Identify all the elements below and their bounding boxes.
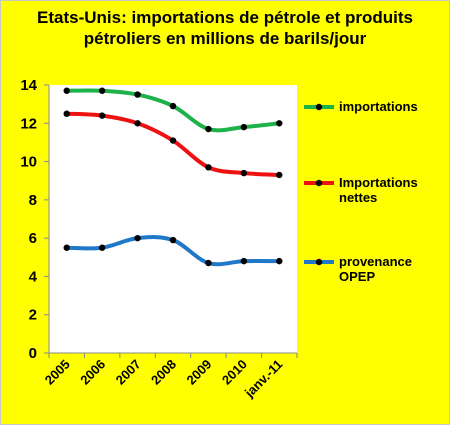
chart-title-line-2: pétroliers en millions de barils/jour [83,29,367,48]
data-point-importations-nettes [169,137,177,144]
legend-item-importations: importations [339,99,418,114]
y-tick-label: 0 [29,345,37,362]
data-point-provenance-opep [240,257,248,265]
data-point-importations [240,123,248,131]
data-point-importations [276,120,283,127]
x-tick-label: 2007 [113,357,144,388]
data-point-importations [98,87,106,94]
x-tick-label: 2009 [183,357,214,388]
y-tick-label: 14 [20,77,37,94]
legend-label-importations-nettes-line-1: Importations [339,175,418,190]
data-point-importations [134,91,141,98]
data-point-importations [205,125,212,133]
data-point-provenance-opep [205,259,212,267]
legend-item-provenance-opep: provenance OPEP [339,254,412,284]
data-point-importations-nettes [205,164,212,171]
data-point-importations-nettes [98,112,106,119]
data-point-provenance-opep [63,244,70,251]
chart-title: Etats-Unis: importations de pétrole et p… [1,7,449,49]
plot-area [49,85,297,353]
data-point-importations [63,87,70,94]
x-tick-label: 2005 [42,357,73,388]
data-point-provenance-opep [98,244,106,251]
data-point-importations-nettes [276,171,283,179]
data-point-provenance-opep [169,236,177,244]
y-tick-label: 6 [29,230,37,247]
legend-label-importations-nettes-line-2: nettes [339,190,378,205]
y-tick-label: 2 [29,307,37,324]
legend-label-provenance-opep-line-2: OPEP [339,269,376,284]
x-tick-label: janv.-11 [241,357,285,401]
data-point-provenance-opep [134,234,141,242]
chart-title-line-1: Etats-Unis: importations de pétrole et p… [37,8,413,27]
legend-label-importations: importations [339,99,418,114]
y-tick-label: 10 [20,154,37,171]
legend-marker-provenance-opep [315,258,323,266]
y-tick-label: 4 [29,268,38,285]
x-tick-label: 2008 [148,357,179,388]
y-tick-label: 12 [20,115,37,132]
data-point-importations [169,102,177,110]
legend-item-importations-nettes: Importations nettes [339,175,418,205]
data-point-provenance-opep [276,257,283,265]
x-tick-label: 2010 [219,357,250,388]
legend-marker-importations-nettes [315,179,323,187]
data-point-importations-nettes [63,110,70,117]
y-tick-label: 8 [29,192,37,209]
legend-label-provenance-opep-line-1: provenance [339,254,412,269]
data-point-importations-nettes [134,120,141,127]
legend-marker-importations [315,103,323,111]
data-point-importations-nettes [240,169,248,177]
x-tick-label: 2006 [77,357,108,388]
